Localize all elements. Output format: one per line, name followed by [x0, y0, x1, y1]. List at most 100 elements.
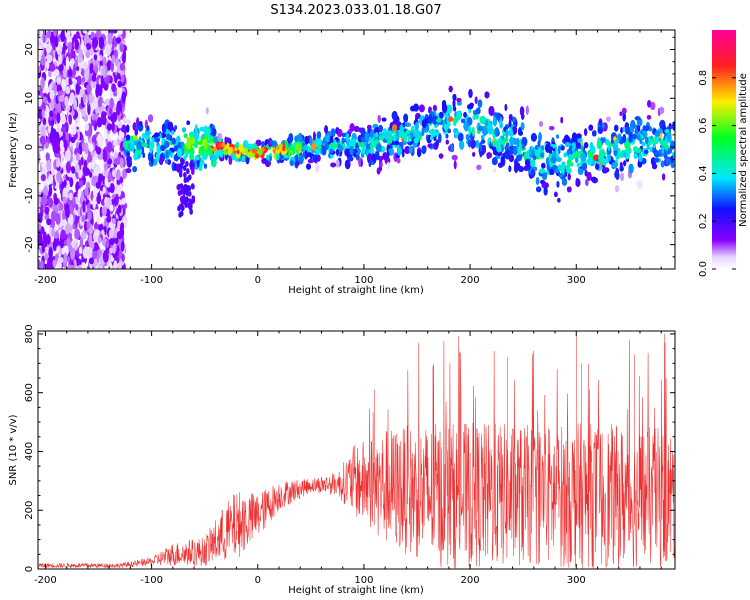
heatmap-cell: [64, 95, 69, 108]
heatmap-cell: [38, 151, 41, 164]
heatmap-cell: [194, 124, 198, 134]
heatmap-cell: [576, 162, 582, 168]
heatmap-cell: [396, 158, 401, 164]
heatmap-cell: [650, 102, 656, 111]
heatmap-cell: [96, 116, 103, 128]
heatmap-cell: [438, 153, 444, 159]
heatmap-cell: [106, 216, 112, 223]
heatmap-cell: [46, 159, 52, 172]
heatmap-cell: [469, 134, 474, 139]
heatmap-cell: [65, 85, 71, 95]
heatmap-cell: [77, 94, 81, 102]
heatmap-cell: [38, 111, 43, 119]
heatmap-cell: [88, 93, 94, 104]
heatmap-cell: [56, 112, 61, 124]
heatmap-cell: [620, 127, 623, 134]
heatmap-cell: [418, 104, 425, 113]
heatmap-cell: [112, 30, 118, 34]
heatmap-cell: [448, 85, 453, 93]
heatmap-cell: [99, 59, 104, 66]
heatmap-cell: [56, 76, 62, 84]
heatmap-cell: [294, 135, 299, 142]
heatmap-cell: [94, 229, 100, 238]
heatmap-cell: [136, 117, 140, 127]
heatmap-cell: [404, 146, 411, 154]
heatmap-cell: [93, 242, 99, 253]
heatmap-cell: [48, 174, 54, 185]
heatmap-cell: [505, 142, 510, 151]
heatmap-cell: [68, 77, 72, 86]
heatmap-cell: [438, 133, 442, 144]
heatmap-cell: [120, 74, 125, 84]
heatmap-cell: [84, 68, 90, 81]
heatmap-cell: [81, 110, 87, 117]
heatmap-cell: [74, 228, 81, 240]
heatmap-cell: [54, 35, 59, 48]
heatmap-cell: [575, 157, 579, 163]
heatmap-cell: [108, 228, 115, 239]
heatmap-cell: [41, 194, 48, 205]
heatmap-cell: [45, 43, 52, 54]
heatmap-cell: [47, 30, 52, 38]
heatmap-cell: [535, 177, 540, 185]
heatmap-cell: [65, 76, 70, 86]
heatmap-cell: [377, 115, 381, 123]
heatmap-cell: [560, 145, 565, 151]
heatmap-cell: [117, 262, 122, 269]
heatmap-cell: [163, 140, 170, 149]
heatmap-cell: [69, 92, 75, 105]
heatmap-cell: [39, 259, 44, 269]
heatmap-cell: [82, 62, 88, 71]
heatmap-cell: [434, 123, 438, 128]
heatmap-cell: [74, 39, 79, 50]
heatmap-cell: [508, 165, 512, 172]
heatmap-cell: [85, 42, 92, 50]
heatmap-cell: [40, 42, 44, 55]
heatmap-cell: [115, 169, 121, 181]
heatmap-cell: [649, 146, 653, 153]
heatmap-cell: [75, 163, 80, 173]
heatmap-cell: [87, 103, 91, 116]
heatmap-cell: [545, 182, 549, 188]
heatmap-cell: [98, 36, 105, 50]
heatmap-cell: [43, 86, 49, 95]
heatmap-cell: [93, 168, 98, 176]
heatmap-cell: [344, 159, 351, 170]
heatmap-cell: [368, 159, 372, 167]
heatmap-cell: [567, 173, 571, 181]
heatmap-cell: [102, 64, 106, 77]
heatmap-cell: [346, 144, 351, 150]
heatmap-cell: [189, 152, 194, 162]
heatmap-cell: [109, 107, 113, 116]
heatmap-cell: [41, 240, 45, 254]
heatmap-cell: [472, 114, 477, 120]
heatmap-cell: [40, 174, 46, 182]
heatmap-cell: [116, 230, 123, 240]
heatmap-cell: [111, 218, 116, 225]
heatmap-cell: [665, 156, 671, 166]
heatmap-cell: [42, 96, 48, 105]
heatmap-cell: [92, 196, 96, 210]
heatmap-cell: [44, 141, 49, 150]
heatmap-cell: [68, 244, 73, 253]
heatmap-cell: [456, 97, 462, 103]
heatmap-cell: [583, 142, 589, 149]
heatmap-cell: [104, 30, 109, 38]
heatmap-cell: [481, 139, 486, 144]
heatmap-cell: [93, 54, 98, 61]
heatmap-cell: [56, 157, 61, 168]
heatmap-cell: [549, 126, 555, 131]
heatmap-cell: [622, 112, 626, 122]
heatmap-cell: [106, 141, 113, 153]
heatmap-cell: [38, 184, 43, 192]
heatmap-cell: [45, 262, 51, 269]
heatmap-cell: [39, 135, 46, 145]
heatmap-cell: [38, 259, 41, 269]
heatmap-cell: [68, 69, 73, 78]
heatmap-cell: [421, 145, 427, 154]
heatmap-cell: [117, 80, 123, 88]
heatmap-cell: [313, 131, 316, 142]
heatmap-cell: [118, 129, 123, 141]
heatmap-cell: [38, 233, 43, 246]
